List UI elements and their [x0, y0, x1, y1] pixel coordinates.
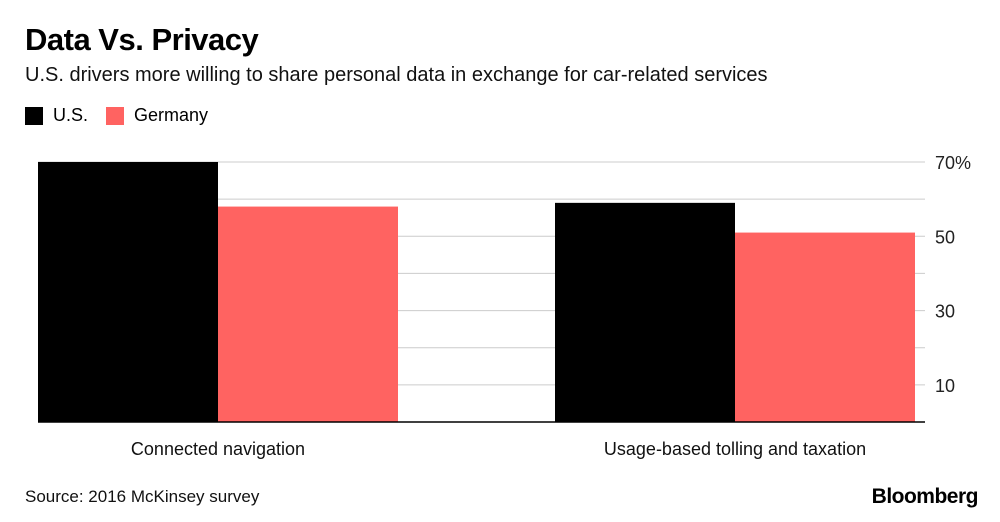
bloomberg-logo: Bloomberg	[871, 485, 979, 508]
bar-germany	[735, 232, 915, 422]
legend-item-us: U.S.	[25, 105, 88, 126]
legend: U.S. Germany	[25, 105, 226, 126]
legend-swatch-germany	[106, 106, 125, 125]
legend-label-germany: Germany	[134, 105, 209, 125]
bar-germany	[218, 206, 398, 422]
chart-title: Data Vs. Privacy	[25, 22, 259, 57]
bar-us	[555, 202, 735, 422]
bar-chart: 10 30 50 70% Connected navigation Usage-based…	[38, 153, 971, 459]
legend-label-us: U.S.	[53, 105, 89, 125]
source-note: Source: 2016 McKinsey survey	[25, 487, 260, 506]
bar-us	[38, 162, 218, 422]
y-tick-label: 70%	[935, 153, 971, 173]
x-category-label: Connected navigation	[131, 439, 305, 459]
x-category-label: Usage-based tolling and taxation	[604, 439, 866, 459]
y-tick-label: 10	[935, 376, 955, 396]
chart-subtitle: U.S. drivers more willing to share perso…	[25, 64, 768, 86]
y-tick-label: 30	[935, 302, 955, 322]
y-tick-label: 50	[935, 227, 955, 247]
legend-item-germany: Germany	[106, 105, 208, 126]
legend-swatch-us	[25, 106, 43, 125]
